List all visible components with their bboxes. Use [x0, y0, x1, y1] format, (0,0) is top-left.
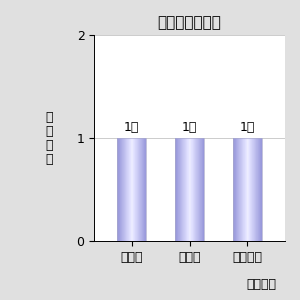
Bar [248, 138, 249, 241]
Bar [189, 138, 190, 241]
Bar [196, 138, 197, 241]
Bar [176, 138, 177, 241]
Bar [130, 138, 131, 241]
Bar [242, 138, 243, 241]
Bar [128, 138, 129, 241]
Bar [203, 138, 204, 241]
Bar [129, 138, 130, 241]
Bar [175, 138, 176, 241]
Bar [249, 138, 250, 241]
Bar [178, 138, 179, 241]
Bar [134, 138, 135, 241]
Bar [184, 138, 185, 241]
Bar [136, 138, 137, 241]
Bar [187, 138, 188, 241]
Text: 1人: 1人 [182, 121, 197, 134]
Title: ジャナル指の向: ジャナル指の向 [158, 15, 222, 30]
Bar [200, 138, 201, 241]
Bar [261, 138, 262, 241]
Bar [177, 138, 178, 241]
Bar [197, 138, 198, 241]
Bar [234, 138, 235, 241]
Bar [236, 138, 237, 241]
Bar [241, 138, 242, 241]
Bar [144, 138, 145, 241]
Bar [140, 138, 141, 241]
Bar [201, 138, 202, 241]
Bar [250, 138, 251, 241]
Bar [118, 138, 119, 241]
Bar [191, 138, 192, 241]
Bar [145, 138, 146, 241]
Bar [183, 138, 184, 241]
Bar [258, 138, 259, 241]
Bar [199, 138, 200, 241]
Bar [137, 138, 138, 241]
Bar [127, 138, 128, 241]
Text: 1人: 1人 [124, 121, 140, 134]
Bar [117, 138, 146, 241]
Bar [239, 138, 240, 241]
Bar [235, 138, 236, 241]
Bar [141, 138, 142, 241]
Bar [193, 138, 194, 241]
Bar [194, 138, 195, 241]
Bar [188, 138, 189, 241]
Bar [138, 138, 139, 241]
Text: 1人: 1人 [240, 121, 255, 134]
Bar [186, 138, 187, 241]
Bar [123, 138, 124, 241]
Bar [180, 138, 181, 241]
Bar [256, 138, 257, 241]
Bar [192, 138, 193, 241]
Bar [124, 138, 125, 241]
Bar [244, 138, 245, 241]
Bar [132, 138, 133, 241]
Bar [181, 138, 182, 241]
Bar [126, 138, 127, 241]
Bar [257, 138, 258, 241]
Bar [196, 138, 197, 241]
Bar [120, 138, 121, 241]
Bar [179, 138, 180, 241]
Bar [122, 138, 123, 241]
Bar [240, 138, 241, 241]
Bar [135, 138, 136, 241]
Bar [131, 138, 132, 241]
Text: 来年の予: 来年の予 [246, 278, 276, 291]
Bar [246, 138, 247, 241]
Bar [136, 138, 137, 241]
Bar [121, 138, 122, 241]
Bar [260, 138, 261, 241]
Bar [259, 138, 260, 241]
Bar [142, 138, 143, 241]
Bar [133, 138, 134, 241]
Bar [175, 138, 204, 241]
Bar [255, 138, 256, 241]
Bar [253, 138, 254, 241]
Bar [254, 138, 255, 241]
Bar [202, 138, 203, 241]
Bar [119, 138, 120, 241]
Bar [233, 138, 262, 241]
Bar [247, 138, 248, 241]
Bar [125, 138, 126, 241]
Bar [202, 138, 203, 241]
Bar [233, 138, 234, 241]
Bar [252, 138, 253, 241]
Bar [238, 138, 239, 241]
Bar [139, 138, 140, 241]
Bar [245, 138, 246, 241]
Bar [190, 138, 191, 241]
Bar [251, 138, 252, 241]
Y-axis label: 延
べ
人
数: 延 べ 人 数 [45, 111, 52, 166]
Bar [243, 138, 244, 241]
Bar [198, 138, 199, 241]
Bar [117, 138, 118, 241]
Bar [185, 138, 186, 241]
Bar [237, 138, 238, 241]
Bar [195, 138, 196, 241]
Bar [143, 138, 144, 241]
Bar [182, 138, 183, 241]
